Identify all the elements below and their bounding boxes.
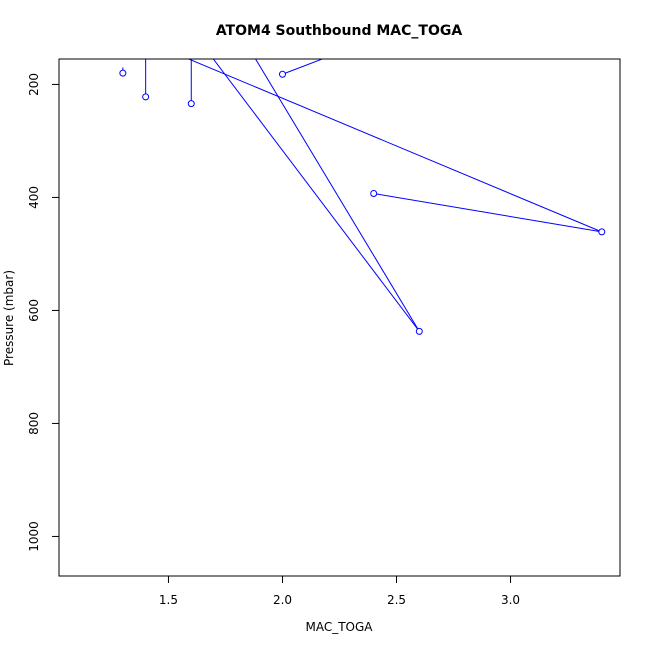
x-axis: 1.5 2.0 2.5 3.0 [159, 576, 520, 607]
data-point [142, 93, 150, 101]
series-line-segment [187, 59, 602, 233]
y-tick-label: 400 [27, 186, 41, 209]
x-tick-label: 3.0 [501, 593, 520, 607]
series-line-segment [254, 59, 420, 332]
y-tick-label: 1000 [27, 521, 41, 552]
x-tick-label: 2.0 [273, 593, 292, 607]
x-axis-label: MAC_TOGA [305, 620, 373, 634]
series-line-segment [282, 59, 324, 75]
series-layer [122, 45, 602, 332]
x-tick-label: 1.5 [159, 593, 178, 607]
plot-frame [58, 58, 621, 577]
series-line-segment [237, 45, 283, 56]
y-tick-label: 200 [27, 73, 41, 96]
y-tick-label: 600 [27, 299, 41, 322]
y-axis: 200 400 600 800 1000 [27, 73, 59, 552]
data-point [370, 189, 378, 197]
data-point [119, 69, 127, 77]
data-point [598, 228, 606, 236]
data-point [187, 100, 195, 108]
chart-title: ATOM4 Southbound MAC_TOGA [216, 23, 463, 39]
series-line-segment [373, 192, 602, 233]
y-axis-label: Pressure (mbar) [2, 270, 16, 366]
data-point [278, 70, 286, 78]
marker-layer [119, 69, 606, 335]
x-tick-label: 2.5 [387, 593, 406, 607]
series-line-segment [212, 59, 420, 332]
y-tick-label: 800 [27, 412, 41, 435]
data-point [415, 327, 423, 335]
